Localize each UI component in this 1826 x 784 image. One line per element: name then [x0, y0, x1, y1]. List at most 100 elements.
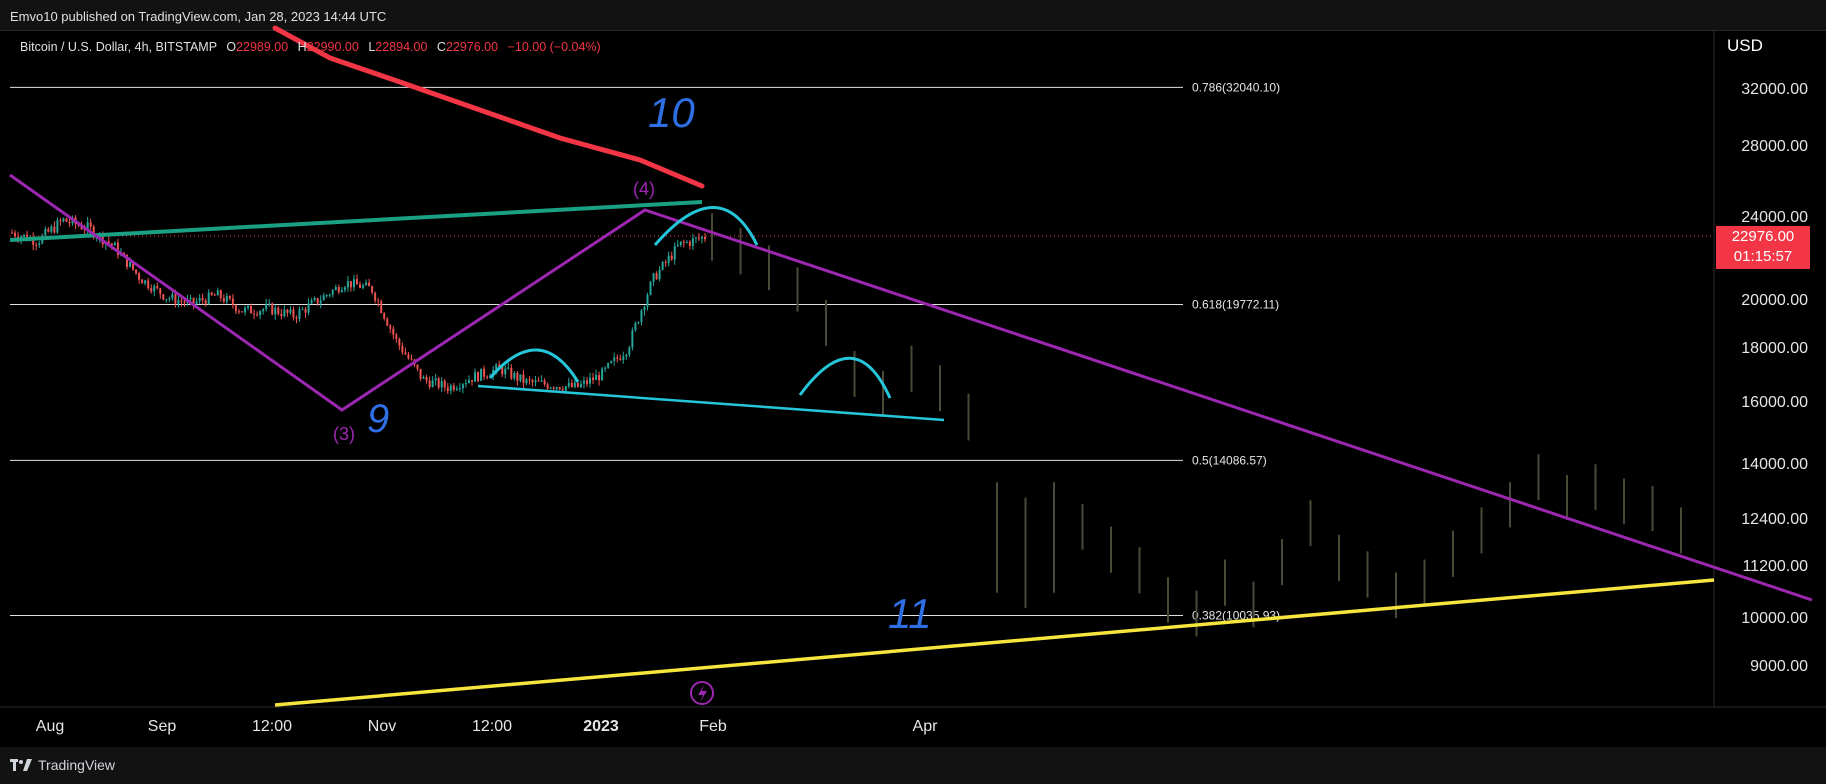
candle-body	[298, 309, 301, 319]
close-value: 22976.00	[445, 40, 499, 54]
candle-body	[667, 255, 670, 263]
candle-body	[637, 322, 640, 324]
candle-body	[598, 374, 601, 381]
open-value: 22989.00	[236, 40, 289, 54]
candle-body	[374, 292, 377, 301]
candle-body	[404, 352, 407, 355]
candle-body	[144, 280, 147, 284]
candle-body	[237, 311, 240, 313]
candle-body	[129, 262, 132, 267]
candle-body	[11, 232, 13, 234]
candle-body	[646, 294, 649, 307]
event-marker[interactable]	[690, 681, 714, 705]
candle-body	[582, 380, 585, 384]
candle-body	[280, 313, 283, 317]
candle-body	[352, 279, 355, 288]
candle-body	[477, 372, 480, 381]
wave-label-3: (3)	[333, 424, 355, 444]
candle-body	[495, 364, 498, 370]
candle-body	[431, 380, 434, 388]
candle-body	[604, 367, 607, 369]
chart-frame	[0, 30, 1826, 748]
price-axis-labels: 32000.00 28000.00 24000.00 20000.00 18000.00…	[1741, 81, 1808, 675]
candle-body	[564, 386, 567, 391]
candle-body	[110, 243, 113, 246]
wave-label-4: (4)	[633, 179, 655, 199]
candle-body	[613, 357, 616, 362]
candle-body	[670, 255, 673, 260]
lightning-icon	[698, 685, 707, 702]
candle-body	[474, 372, 477, 382]
currency-label[interactable]: USD	[1727, 36, 1763, 55]
candle-body	[519, 374, 522, 381]
candle-body	[207, 292, 210, 304]
candle-body	[601, 368, 604, 381]
time-tick-label: Sep	[148, 718, 177, 735]
low-value: 22894.00	[375, 40, 428, 54]
candles	[11, 215, 706, 395]
candle-body	[349, 281, 352, 288]
candle-body	[525, 379, 528, 384]
candle-body	[592, 377, 595, 381]
candle-body	[682, 241, 685, 243]
candle-body	[380, 301, 383, 314]
cyan-neckline[interactable]	[477, 384, 945, 422]
candle-body	[555, 387, 558, 389]
candle-body	[247, 305, 250, 308]
price-tick-label: 12400.00	[1741, 511, 1808, 528]
wave-label-9: 9	[367, 397, 389, 441]
candle-body	[443, 380, 446, 388]
candle-body	[62, 218, 65, 222]
candle-body	[32, 237, 35, 245]
teal-trendline[interactable]	[9, 200, 703, 242]
candle-body	[383, 313, 386, 319]
yellow-support-line[interactable]	[274, 578, 1715, 707]
cyan-arc-1[interactable]	[488, 348, 580, 383]
candle-body	[392, 328, 395, 335]
candle-body	[165, 299, 168, 301]
candle-body	[416, 364, 419, 369]
close-label: C	[436, 40, 446, 54]
candle-body	[14, 232, 17, 237]
cyan-arc-2[interactable]	[653, 206, 759, 246]
candle-body	[616, 357, 619, 359]
last-price-tag: 22976.00 01:15:57	[1716, 226, 1810, 269]
tradingview-brand-text: TradingView	[38, 757, 116, 773]
candle-body	[132, 262, 135, 270]
tradingview-brand[interactable]: TradingView	[10, 757, 115, 773]
candle-body	[407, 354, 410, 359]
purple-wave-line[interactable]	[9, 173, 1813, 602]
candle-body	[537, 380, 540, 382]
candle-body	[343, 287, 346, 291]
candle-body	[570, 382, 573, 387]
candle-body	[65, 218, 68, 222]
publish-info: Emvo10 published on TradingView.com, Jan…	[10, 9, 387, 24]
candle-body	[210, 292, 213, 295]
publish-header: Emvo10 published on TradingView.com, Jan…	[0, 0, 1826, 30]
candle-body	[295, 317, 298, 319]
red-resistance-line[interactable]	[272, 25, 705, 189]
cyan-arc-3[interactable]	[798, 356, 892, 399]
low-label: L	[368, 40, 376, 54]
price-tick-label: 20000.00	[1741, 292, 1808, 309]
candle-body	[579, 383, 582, 388]
candle-body	[153, 285, 156, 292]
candle-body	[310, 300, 313, 304]
candle-body	[301, 309, 304, 311]
candle-body	[292, 309, 295, 318]
candle-body	[640, 310, 643, 323]
candle-body	[262, 309, 265, 312]
candle-body	[622, 356, 625, 360]
candle-body	[268, 303, 271, 305]
candle-body	[470, 379, 473, 382]
candle-body	[89, 222, 92, 227]
fib-level-label: 0.618(19772.11)	[1192, 297, 1279, 311]
time-tick-label: Nov	[368, 718, 396, 735]
time-tick-label: Feb	[699, 718, 727, 735]
candle-body	[35, 244, 38, 246]
candle-body	[464, 383, 467, 385]
candle-body	[528, 379, 531, 381]
candle-body	[283, 309, 286, 317]
candle-body	[204, 300, 207, 304]
